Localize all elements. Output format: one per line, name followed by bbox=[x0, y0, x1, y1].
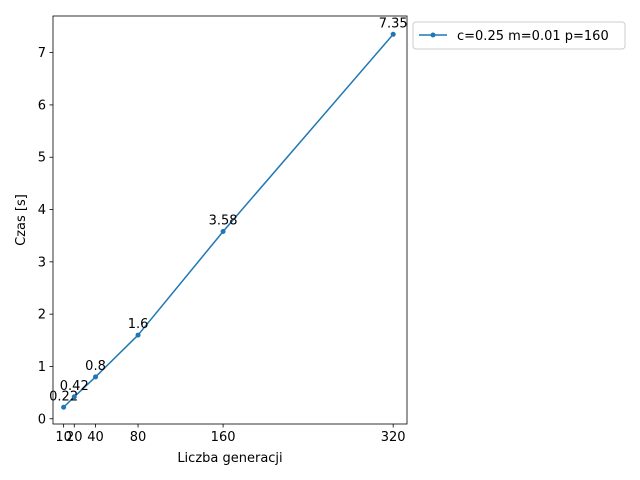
legend: c=0.25 m=0.01 p=160 bbox=[412, 21, 626, 50]
data-point bbox=[135, 332, 141, 338]
x-axis-label: Liczba generacji bbox=[177, 451, 282, 466]
data-label: 7.35 bbox=[379, 16, 408, 31]
x-tick-label: 320 bbox=[381, 430, 406, 445]
data-label: 0.22 bbox=[49, 389, 78, 404]
y-tick-label: 4 bbox=[38, 203, 46, 218]
x-tick-label: 20 bbox=[66, 430, 83, 445]
legend-point-marker bbox=[430, 32, 436, 38]
data-point bbox=[390, 31, 396, 37]
x-tick-label: 40 bbox=[87, 430, 104, 445]
axes-frame bbox=[52, 15, 408, 425]
x-tick-label: 10 bbox=[55, 430, 72, 445]
data-point bbox=[93, 374, 99, 380]
x-tick-label: 80 bbox=[130, 430, 147, 445]
y-tick-label: 7 bbox=[38, 46, 46, 61]
y-tick-label: 3 bbox=[38, 255, 46, 270]
data-point bbox=[61, 404, 67, 410]
y-tick-label: 0 bbox=[38, 412, 46, 427]
data-label: 1.6 bbox=[128, 317, 149, 332]
y-axis-label: Czas [s] bbox=[14, 194, 29, 246]
data-label: 0.42 bbox=[60, 379, 89, 394]
y-tick-label: 5 bbox=[38, 151, 46, 166]
data-label: 0.8 bbox=[85, 359, 106, 374]
y-tick-label: 2 bbox=[38, 308, 46, 323]
y-tick-label: 6 bbox=[38, 98, 46, 113]
x-tick-label: 160 bbox=[211, 430, 236, 445]
legend-label: c=0.25 m=0.01 p=160 bbox=[457, 29, 609, 44]
legend-frame bbox=[412, 21, 626, 50]
chart-marks: 0.220.42 0.8 1.6 3.58 7.35 bbox=[49, 16, 408, 410]
y-tick-label: 1 bbox=[38, 360, 46, 375]
data-point bbox=[71, 394, 77, 400]
plot-area bbox=[53, 16, 407, 424]
data-point bbox=[220, 229, 226, 235]
data-label: 3.58 bbox=[209, 214, 238, 229]
